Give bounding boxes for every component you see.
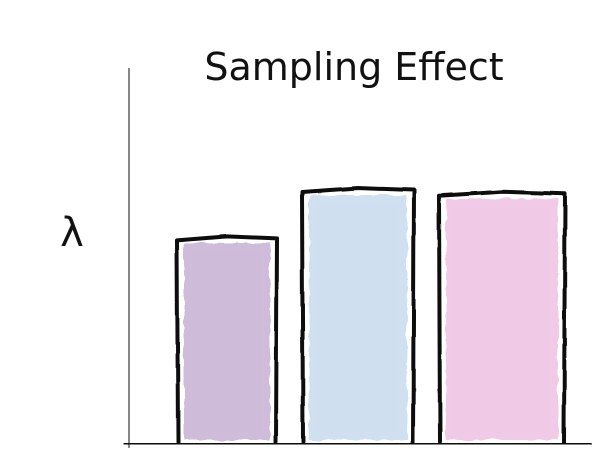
bars-group — [175, 186, 567, 444]
bar-outline-2 — [300, 186, 416, 444]
bar-shade-3 — [454, 206, 550, 432]
y-axis-label: λ — [60, 210, 84, 256]
x-axis-line — [124, 441, 592, 447]
chart-title: Sampling Effect — [204, 45, 503, 89]
bar-3 — [437, 189, 567, 444]
bar-outline-1 — [175, 234, 279, 444]
bar-2 — [300, 186, 416, 444]
bar-outline-3 — [437, 189, 567, 444]
bar-1 — [175, 234, 279, 444]
bar-shade-2 — [317, 203, 399, 432]
bar-shade-1 — [192, 251, 262, 432]
